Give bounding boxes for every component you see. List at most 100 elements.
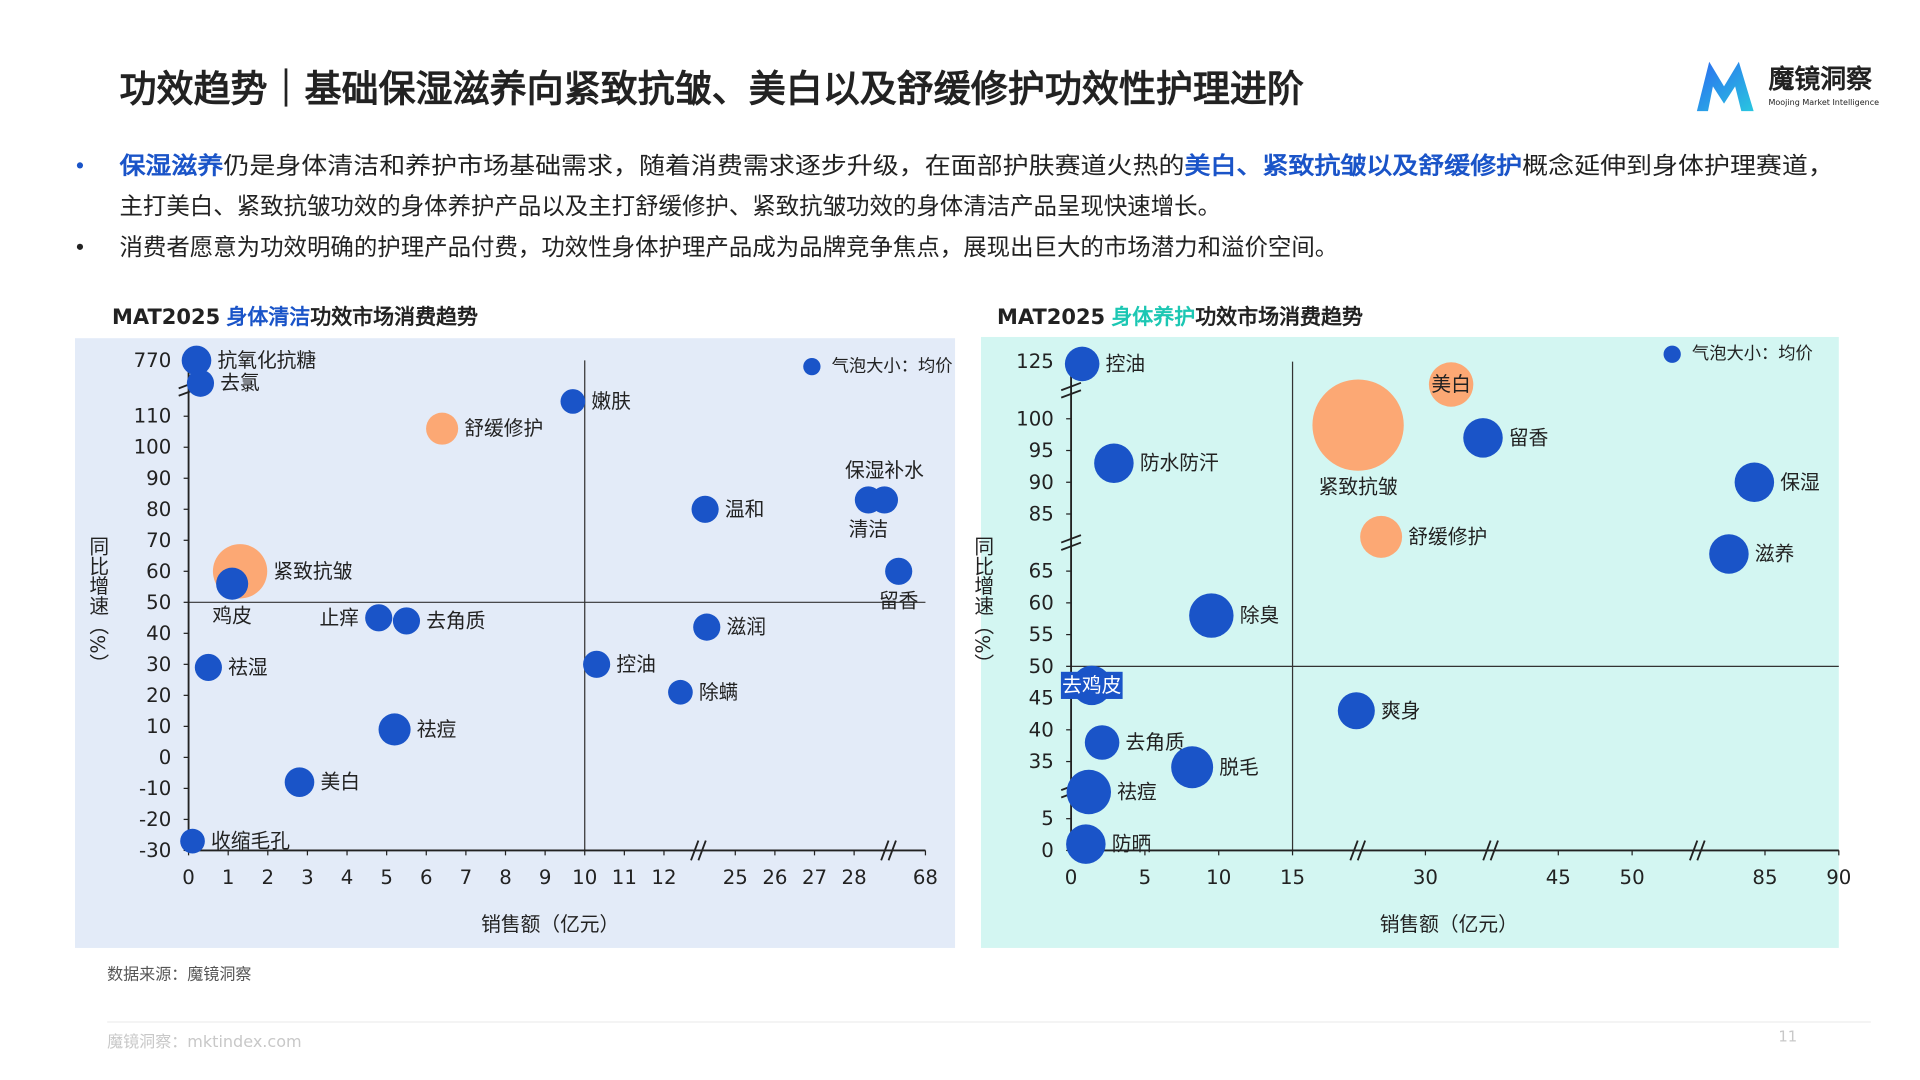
bubble	[583, 650, 611, 678]
x-tick-label: 0	[182, 866, 195, 889]
bubble-label: 鸡皮	[212, 604, 251, 627]
axis-break	[1060, 389, 1082, 399]
axis-break	[697, 840, 707, 861]
bullet-text: 仍是身体清洁和养护市场基础需求，随着消费需求逐步升级，在面部护肤赛道火热的	[223, 151, 1184, 179]
y-tick-label: 5	[1041, 807, 1054, 830]
y-tick-label: 60	[146, 560, 171, 583]
chart: MAT2025 身体养护功效市场消费趋势 0 5 10 15 30 45 50 85 90 0 5 35 4…	[971, 305, 1851, 948]
x-tick-label: 4	[341, 866, 354, 889]
y-axis-label: 同比增速（%）	[86, 536, 109, 673]
bubble	[1463, 418, 1503, 458]
bullet-line: 消费者愿意为功效明确的护理产品付费，功效性身体护理产品成为品牌竞争焦点，展现出巨…	[119, 233, 1338, 261]
y-tick-label: 50	[1029, 655, 1054, 678]
bullet-line: 主打美白、紧致抗皱功效的身体养护产品以及主打舒缓修护、紧致抗皱功效的身体清洁产品…	[119, 192, 1221, 220]
x-tick-label: 45	[1546, 866, 1571, 889]
page-title: 功效趋势｜基础保湿滋养向紧致抗皱、美白以及舒缓修护功效性护理进阶	[119, 67, 1304, 110]
plot-background	[980, 336, 1839, 948]
chart-title: MAT2025 身体养护功效市场消费趋势	[997, 305, 1363, 329]
x-tick-label: 10	[1206, 866, 1231, 889]
x-axis-label: 销售额（亿元）	[481, 913, 619, 936]
y-tick-label: -10	[139, 777, 171, 800]
y-tick-label: 100	[134, 436, 172, 459]
x-tick-label: 12	[651, 866, 676, 889]
x-tick-label: 5	[1139, 866, 1152, 889]
footer-text: 魔镜洞察：mktindex.com	[107, 1032, 302, 1051]
y-tick-label: 125	[1016, 350, 1054, 373]
bubble-label: 保湿补水	[845, 459, 924, 482]
bubble-label: 控油	[616, 653, 655, 676]
y-axis-label: 同比增速（%）	[971, 536, 994, 673]
bubble-label: 控油	[1106, 352, 1145, 375]
x-tick-label: 26	[762, 866, 787, 889]
bubble	[1337, 692, 1375, 730]
bubble-label: 紧致抗皱	[273, 560, 352, 583]
bubble-label: 紧致抗皱	[1319, 475, 1398, 498]
x-tick-label: 1	[222, 866, 235, 889]
bubble	[365, 604, 393, 632]
bubble-label: 美白	[320, 771, 359, 794]
source: 数据来源：魔镜洞察	[107, 964, 251, 983]
bubble	[1312, 379, 1404, 471]
x-tick-label: 25	[723, 866, 748, 889]
bubble	[1428, 362, 1474, 407]
y-tick-label: 770	[134, 349, 172, 372]
x-tick-label: 10	[572, 866, 597, 889]
bullet-line: 保湿滋养 仍是身体清洁和养护市场基础需求，随着消费需求逐步升级，在面部护肤赛道火热…	[118, 151, 1834, 179]
x-tick-label: 2	[262, 866, 275, 889]
bubble-label: 防晒	[1112, 833, 1151, 856]
bubble-label: 留香	[1509, 426, 1549, 449]
legend-marker	[1663, 345, 1681, 363]
x-tick-label: 15	[1280, 866, 1305, 889]
y-tick-label: 45	[1029, 687, 1054, 710]
x-tick-label: 8	[499, 866, 512, 889]
plot-background	[75, 338, 956, 948]
bubble	[1084, 725, 1120, 760]
bullets: 保湿滋养 仍是身体清洁和养护市场基础需求，随着消费需求逐步升级，在面部护肤赛道火热…	[118, 151, 1834, 260]
logo-tagline: Moojing Market Intelligence	[1768, 98, 1879, 107]
axis-break	[1482, 840, 1492, 861]
bubble-label: 去角质	[426, 609, 485, 632]
bubble	[870, 486, 899, 514]
x-axis-label: 销售额（亿元）	[1380, 913, 1518, 936]
highlight-text: 美白、紧致抗皱以及舒缓修护	[1184, 151, 1522, 179]
chart-title-part: 功效市场消费趋势	[310, 305, 478, 329]
bubble	[1734, 462, 1775, 503]
highlight-text: 保湿滋养	[118, 151, 224, 179]
bubble-label: 防水防汗	[1140, 452, 1219, 475]
bubble-label: 脱毛	[1219, 756, 1258, 779]
bubble	[560, 389, 586, 414]
legend-label: 气泡大小：均价	[1692, 344, 1813, 364]
axis-break	[1489, 840, 1499, 861]
bubble	[180, 828, 205, 854]
bubble-label: 留香	[879, 589, 919, 612]
chart-title-part: MAT2025	[997, 305, 1105, 329]
chart-title-part: 身体清洁	[226, 305, 310, 329]
axis-break	[887, 840, 897, 861]
logo-name: 魔镜洞察	[1768, 64, 1872, 95]
bubble-label: 舒缓修护	[464, 417, 543, 440]
x-tick-label: 28	[842, 866, 867, 889]
bubble-label: 祛湿	[228, 656, 267, 679]
x-tick-label: 0	[1065, 866, 1078, 889]
y-tick-label: 95	[1029, 439, 1054, 462]
y-tick-label: 10	[146, 715, 171, 738]
bubble	[668, 679, 693, 705]
bubble-label: 收缩毛孔	[211, 830, 290, 853]
axis-break	[690, 840, 700, 861]
bubble-label: 去氯	[220, 372, 260, 395]
bullet-text: 主打美白、紧致抗皱功效的身体养护产品以及主打舒缓修护、紧致抗皱功效的身体清洁产品…	[119, 192, 1221, 220]
y-tick-label: 35	[1029, 750, 1054, 773]
bubble	[194, 653, 222, 682]
bubble	[284, 767, 315, 798]
y-tick-label: 55	[1029, 623, 1054, 646]
logo-mark	[1696, 61, 1754, 112]
bubble	[885, 557, 913, 585]
x-tick-label: 3	[301, 866, 314, 889]
y-tick-label: 0	[159, 746, 172, 769]
bubble-label: 爽身	[1381, 699, 1420, 722]
chart-title-part: 身体养护	[1111, 305, 1195, 329]
bubble	[1360, 515, 1403, 558]
y-tick-label: 30	[146, 653, 171, 676]
